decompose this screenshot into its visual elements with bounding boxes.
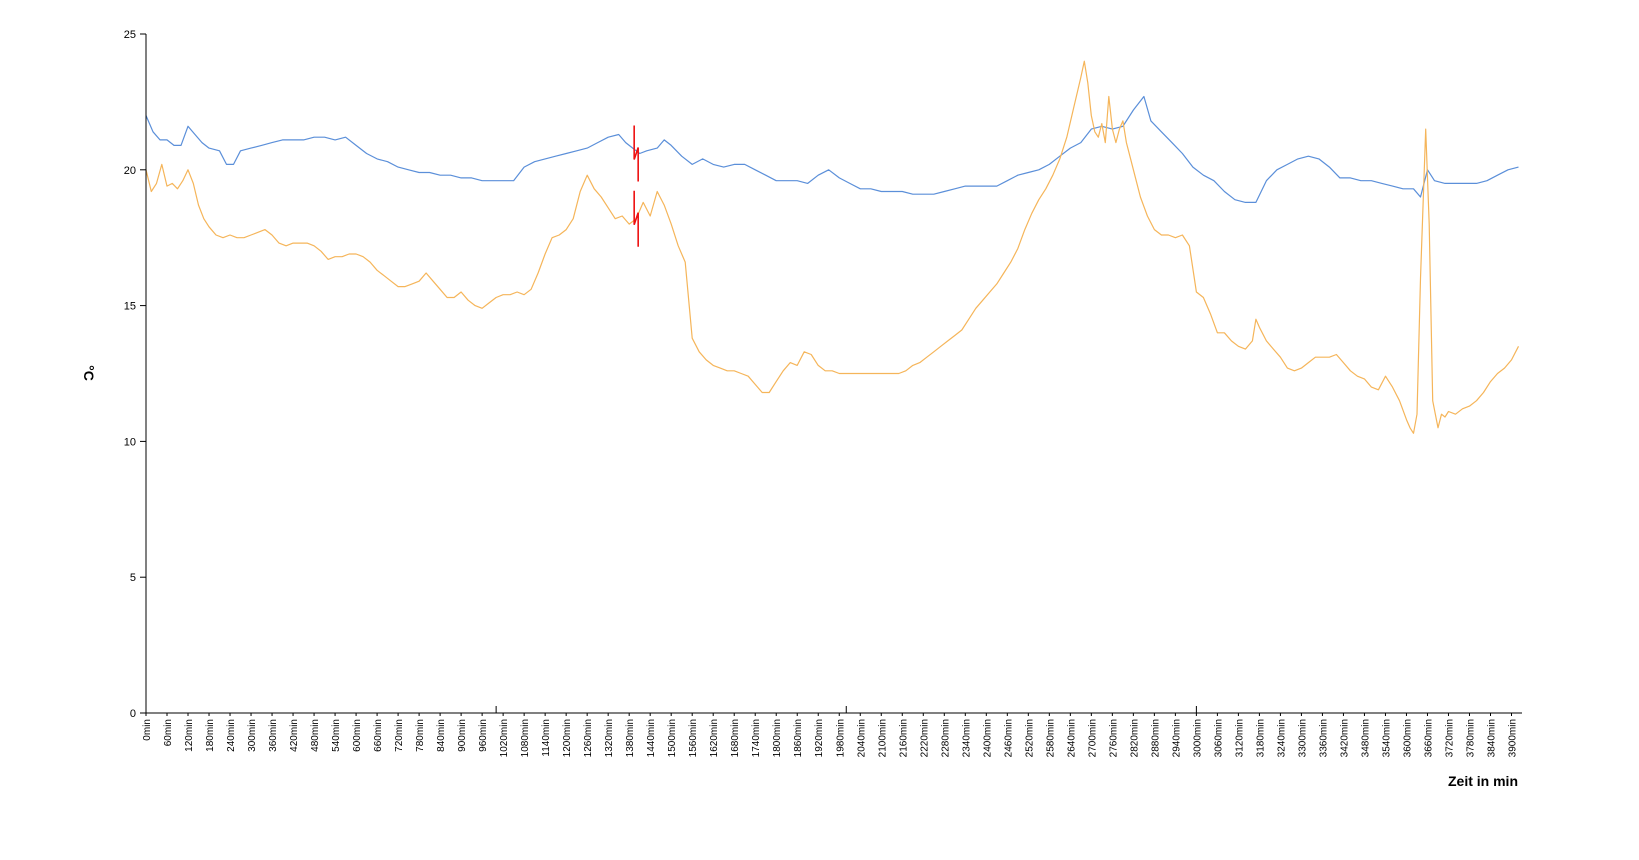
y-axis-ticks: 0 5 10 15 20 25 [124, 29, 146, 720]
x-tick-label: 2400min [982, 719, 993, 757]
x-tick-label: 1020min [499, 719, 510, 757]
x-tick-label: 1980min [835, 719, 846, 757]
x-tick-label: 3540min [1381, 719, 1392, 757]
x-tick-label: 2220min [919, 719, 930, 757]
y-tick-label: 25 [124, 29, 136, 41]
x-tick-label: 300min [247, 719, 258, 752]
x-tick-label: 1440min [646, 719, 657, 757]
x-tick-label: 720min [394, 719, 405, 752]
x-tick-label: 900min [457, 719, 468, 752]
x-tick-label: 1260min [583, 719, 594, 757]
x-tick-label: 2820min [1129, 719, 1140, 757]
x-tick-label: 2880min [1150, 719, 1161, 757]
x-tick-label: 0min [142, 719, 153, 741]
x-tick-label: 3060min [1213, 719, 1224, 757]
x-tick-label: 3120min [1234, 719, 1245, 757]
x-tick-label: 1380min [625, 719, 636, 757]
x-tick-label: 660min [373, 719, 384, 752]
x-tick-label: 1620min [709, 719, 720, 757]
x-tick-label: 2760min [1108, 719, 1119, 757]
x-tick-label: 3180min [1255, 719, 1266, 757]
x-tick-label: 960min [478, 719, 489, 752]
y-tick-label: 20 [124, 165, 136, 177]
x-tick-label: 240min [226, 719, 237, 752]
x-tick-label: 480min [310, 719, 321, 752]
x-tick-label: 3840min [1486, 719, 1497, 757]
break-marker-layer [633, 125, 639, 247]
x-tick-label: 3000min [1192, 719, 1203, 757]
x-tick-label: 2580min [1045, 719, 1056, 757]
break-marker-1 [633, 125, 639, 182]
x-tick-label: 540min [331, 719, 342, 752]
break-marker-2 [633, 190, 639, 247]
series-line-1 [145, 95, 1519, 203]
x-tick-label: 2520min [1024, 719, 1035, 757]
x-tick-label: 3600min [1402, 719, 1413, 757]
y-tick-label: 10 [124, 436, 136, 448]
x-tick-label: 3240min [1276, 719, 1287, 757]
x-tick-label: 60min [163, 719, 174, 746]
x-tick-label: 1200min [562, 719, 573, 757]
x-tick-label: 3300min [1297, 719, 1308, 757]
x-tick-label: 3780min [1465, 719, 1476, 757]
x-tick-label: 2640min [1066, 719, 1077, 757]
x-tick-label: 1920min [814, 719, 825, 757]
x-tick-label: 2340min [961, 719, 972, 757]
y-tick-label: 0 [130, 708, 136, 720]
x-tick-label: 600min [352, 719, 363, 752]
x-tick-label: 3420min [1339, 719, 1350, 757]
x-tick-label: 120min [184, 719, 195, 752]
x-tick-label: 3900min [1507, 719, 1518, 757]
x-tick-label: 180min [205, 719, 216, 752]
x-tick-label: 1140min [541, 719, 552, 757]
x-tick-label: 2700min [1087, 719, 1098, 757]
x-tick-label: 3480min [1360, 719, 1371, 757]
x-tick-label: 2280min [940, 719, 951, 757]
x-tick-label: 3660min [1423, 719, 1434, 757]
y-tick-label: 15 [124, 301, 136, 313]
x-tick-label: 1680min [730, 719, 741, 757]
x-tick-label: 2460min [1003, 719, 1014, 757]
x-tick-label: 3720min [1444, 719, 1455, 757]
y-axis-title: °C [81, 365, 97, 381]
series-line-2 [145, 60, 1520, 434]
x-axis-title: Zeit in min [1448, 773, 1518, 789]
x-tick-label: 1740min [751, 719, 762, 757]
x-tick-label: 840min [436, 719, 447, 752]
x-tick-label: 2160min [898, 719, 909, 757]
x-tick-label: 360min [268, 719, 279, 752]
x-tick-label: 2100min [877, 719, 888, 757]
axes [145, 34, 1522, 714]
x-tick-label: 1800min [772, 719, 783, 757]
x-tick-label: 1560min [688, 719, 699, 757]
x-tick-label: 1860min [793, 719, 804, 757]
x-tick-label: 780min [415, 719, 426, 752]
x-tick-label: 1080min [520, 719, 531, 757]
x-tick-label: 420min [289, 719, 300, 752]
x-tick-label: 1500min [667, 719, 678, 757]
x-tick-label: 2040min [856, 719, 867, 757]
x-tick-label: 2940min [1171, 719, 1182, 757]
x-tick-label: 1320min [604, 719, 615, 757]
x-axis-ticks: 0min 60min 120min 180min 240min 300min 360min 4… [142, 706, 1518, 757]
x-tick-label: 3360min [1318, 719, 1329, 757]
series-layer [145, 60, 1520, 434]
y-tick-label: 5 [130, 572, 136, 584]
